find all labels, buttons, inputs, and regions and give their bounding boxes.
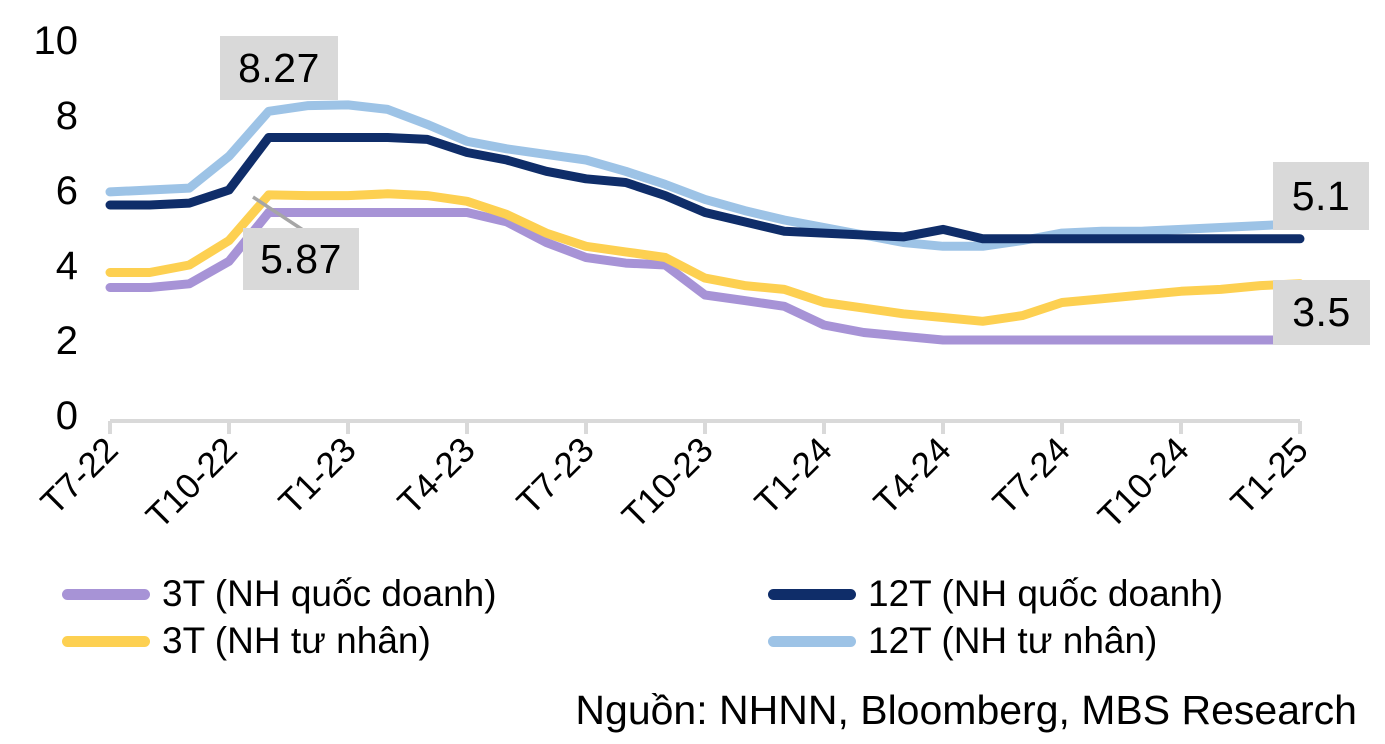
legend-item-12t-quoc-doanh: 12T (NH quốc doanh) (768, 571, 1223, 617)
line-12t-quoc-doanh (105, 133, 1305, 244)
line-3t-quoc-doanh (105, 208, 1305, 345)
y-axis-label: 0 (56, 394, 78, 438)
legend-swatch-12t-tu-nhan (768, 635, 856, 647)
y-axis-label: 6 (56, 169, 78, 213)
legend-swatch-3t-quoc-doanh (62, 588, 150, 600)
legend-label: 12T (NH tư nhân) (868, 620, 1158, 661)
annotation-end-12t-tu-nhan: 5.1 (1273, 162, 1369, 230)
annotation-peak-12t-tu-nhan: 8.27 (220, 36, 338, 100)
annotation-peak-3t-tu-nhan: 5.87 (243, 228, 359, 290)
y-axis-label: 2 (56, 319, 78, 363)
x-axis-label: T7-23 (509, 430, 601, 522)
source-note: Nguồn: NHNN, Bloomberg, MBS Research (575, 687, 1357, 733)
line-12t-tu-nhan (105, 100, 1305, 251)
x-axis-label: T10-22 (139, 430, 245, 536)
y-axis-label: 4 (56, 244, 78, 288)
legend-item-3t-tu-nhan: 3T (NH tư nhân) (62, 618, 768, 664)
x-axis-label: T10-23 (615, 430, 721, 536)
legend-item-3t-quoc-doanh: 3T (NH quốc doanh) (62, 571, 768, 617)
legend: 3T (NH quốc doanh) 12T (NH quốc doanh) 3… (62, 571, 1223, 664)
x-axis-label: T4-24 (866, 430, 958, 522)
x-axis-label: T1-24 (747, 430, 839, 522)
x-axis-label: T10-24 (1091, 430, 1197, 536)
x-axis-label: T4-23 (390, 430, 482, 522)
x-axis (108, 419, 1302, 434)
legend-label: 3T (NH tư nhân) (162, 620, 431, 661)
x-axis-label: T7-22 (33, 430, 125, 522)
line-3t-tu-nhan (105, 189, 1305, 326)
x-axis-label: T1-23 (271, 430, 363, 522)
x-axis-label: T1-25 (1223, 430, 1315, 522)
y-axis-label: 8 (56, 94, 78, 138)
legend-label: 12T (NH quốc doanh) (868, 573, 1224, 614)
legend-swatch-3t-tu-nhan (62, 635, 150, 647)
legend-item-12t-tu-nhan: 12T (NH tư nhân) (768, 618, 1223, 664)
annotation-end-3t-tu-nhan: 3.5 (1273, 280, 1370, 345)
legend-swatch-12t-quoc-doanh (768, 588, 856, 600)
x-axis-label: T7-24 (985, 430, 1077, 522)
y-axis-label: 10 (34, 19, 79, 63)
callout-leader-line (252, 195, 304, 232)
legend-label: 3T (NH quốc doanh) (162, 573, 497, 614)
